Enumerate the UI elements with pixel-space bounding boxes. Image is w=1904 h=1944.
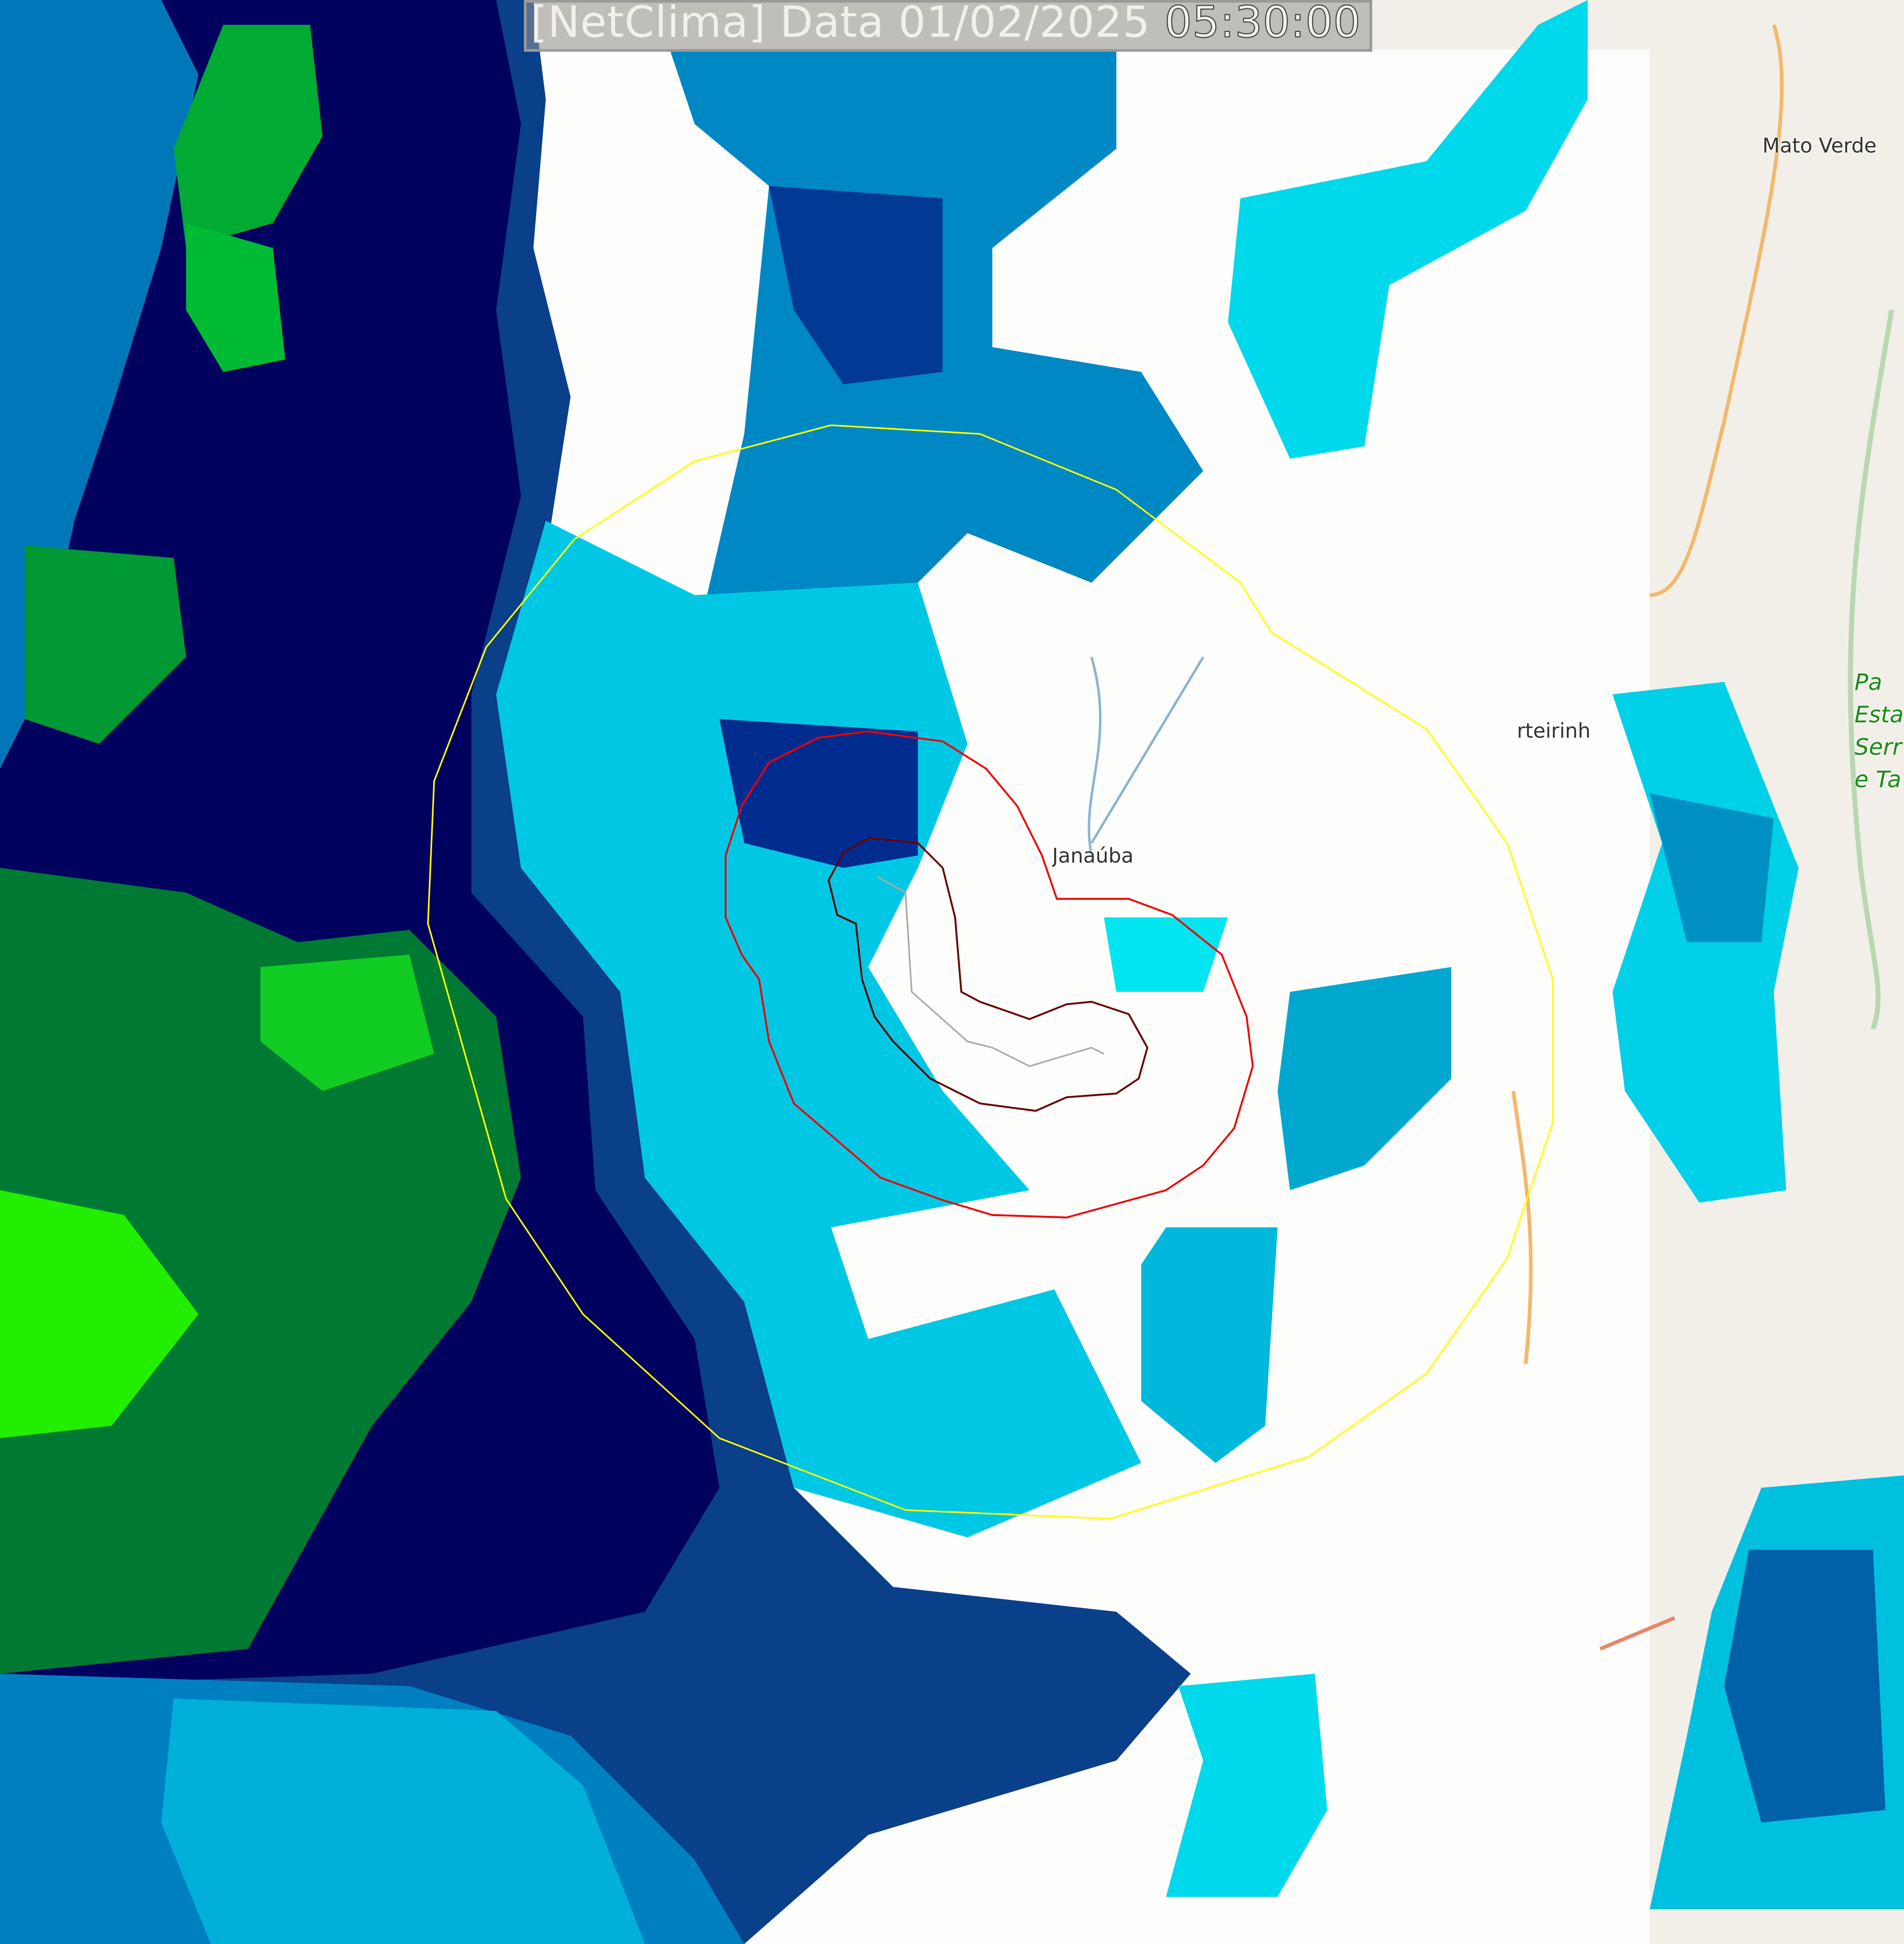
park-label-line: Pa (1854, 669, 1883, 696)
radar-echo-green (0, 867, 521, 1674)
contour-inner (827, 837, 1149, 1112)
radar-echo-darkblue (719, 719, 918, 868)
radar-echo-cyan (1278, 967, 1452, 1191)
radar-echo-green (25, 545, 186, 744)
park-label: Pa Esta Serr e Ta (1854, 666, 1904, 796)
radar-echo-darkblue (769, 186, 943, 384)
radar-echo-green (174, 25, 323, 248)
radar-echo-brightgreen (0, 1190, 199, 1438)
place-label-porteirinha: rteirinh (1517, 719, 1591, 743)
title-box (524, 0, 1372, 52)
radar-echo-blue (1724, 1550, 1886, 1823)
park-label-line: Esta (1854, 702, 1904, 728)
river (1088, 656, 1204, 856)
range-ring-outer (427, 424, 1554, 1520)
radar-echo-cyan (1166, 1674, 1327, 1897)
radar-echo-blue (1649, 793, 1774, 942)
radar-echo-cyan (496, 520, 1141, 1538)
radar-echo-green (186, 223, 285, 372)
road (1649, 24, 1784, 597)
road (1511, 1091, 1533, 1364)
radar-echo-cyan (1228, 0, 1588, 459)
title-time: 05:30:00 (1164, 0, 1361, 48)
place-label-mato-verde: Mato Verde (1762, 134, 1877, 157)
radar-echo-cyan (1104, 917, 1228, 992)
track-line (876, 876, 1104, 1067)
range-ring-inner (725, 730, 1254, 1219)
park-label-line: e Ta (1854, 767, 1901, 793)
park-boundary (1848, 309, 1894, 1030)
road (1599, 1616, 1676, 1651)
title-date: [NetClima] Data 01/02/2025 (530, 0, 1151, 47)
radar-echo-cyan (1141, 1227, 1278, 1463)
radar-echo-cyan (161, 1698, 645, 1944)
radar-echo-green (260, 954, 434, 1091)
park-label-line: Serr (1854, 734, 1902, 761)
map-title: [NetClima] Data 01/02/2025 05:30:00 (530, 0, 1361, 48)
place-label-janauba: Janaúba (1052, 844, 1134, 867)
